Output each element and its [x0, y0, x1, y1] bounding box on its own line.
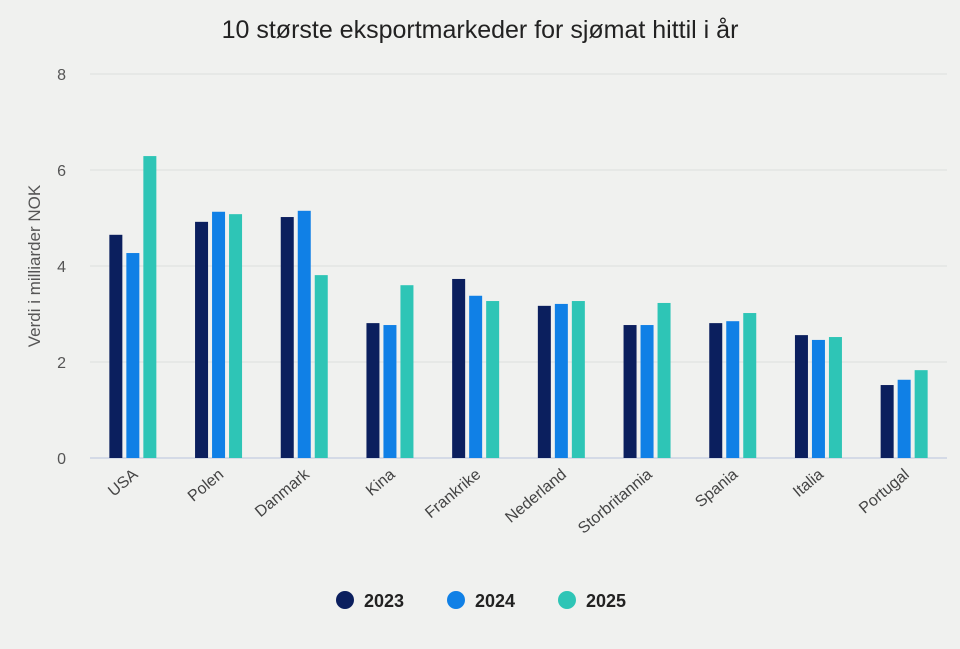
x-tick-label: Danmark — [252, 465, 313, 520]
legend-marker-2023 — [336, 591, 354, 609]
bar-kina-2025 — [400, 285, 414, 458]
bar-spania-2024 — [726, 321, 740, 458]
bar-nederland-2023 — [537, 305, 551, 458]
bar-usa-2024 — [126, 253, 140, 458]
bar-nederland-2025 — [571, 301, 585, 458]
x-tick-label: Kina — [363, 466, 399, 500]
bar-frankrike-2023 — [452, 278, 466, 458]
y-tick-label: 8 — [57, 67, 66, 84]
bar-kina-2023 — [366, 323, 380, 458]
legend-label-2025: 2025 — [586, 591, 626, 611]
x-tick-label: Frankrike — [422, 466, 484, 522]
bar-polen-2025 — [229, 214, 243, 458]
y-axis-label: Verdi i milliarder NOK — [25, 184, 44, 347]
x-tick-label: Portugal — [856, 466, 913, 517]
y-tick-label: 0 — [57, 451, 66, 468]
bar-polen-2024 — [212, 211, 226, 458]
x-tick-label: Storbritannia — [575, 466, 655, 537]
bar-storbritannia-2025 — [657, 302, 671, 458]
bar-kina-2024 — [383, 325, 397, 458]
bar-spania-2025 — [743, 313, 757, 458]
y-tick-label: 2 — [57, 355, 66, 372]
x-tick-label: Spania — [692, 466, 741, 511]
bar-portugal-2023 — [880, 385, 894, 458]
x-tick-label: USA — [105, 466, 141, 500]
bar-danmark-2024 — [297, 210, 311, 458]
bar-portugal-2024 — [897, 379, 911, 458]
bar-italia-2023 — [794, 335, 808, 458]
x-tick-label: Italia — [790, 466, 827, 501]
bar-storbritannia-2023 — [623, 325, 637, 458]
bar-frankrike-2024 — [469, 295, 483, 458]
bar-polen-2023 — [195, 221, 209, 458]
legend-marker-2024 — [447, 591, 465, 609]
legend-marker-2025 — [558, 591, 576, 609]
bar-italia-2025 — [828, 337, 842, 458]
bar-storbritannia-2024 — [640, 325, 654, 458]
bar-nederland-2024 — [554, 303, 568, 458]
legend-label-2023: 2023 — [364, 591, 404, 611]
bar-danmark-2023 — [280, 217, 294, 458]
bar-danmark-2025 — [314, 275, 328, 458]
bar-italia-2024 — [811, 339, 825, 458]
x-tick-label: Nederland — [502, 466, 569, 526]
y-tick-label: 6 — [57, 163, 66, 180]
chart-title: 10 største eksportmarkeder for sjømat hi… — [222, 16, 739, 44]
x-tick-label: Polen — [185, 466, 227, 505]
legend-label-2024: 2024 — [475, 591, 515, 611]
bar-portugal-2025 — [914, 370, 928, 458]
bar-spania-2023 — [709, 323, 723, 458]
bar-frankrike-2025 — [486, 301, 500, 458]
bar-usa-2023 — [109, 234, 123, 458]
y-tick-label: 4 — [57, 259, 66, 276]
bar-usa-2025 — [143, 156, 157, 458]
